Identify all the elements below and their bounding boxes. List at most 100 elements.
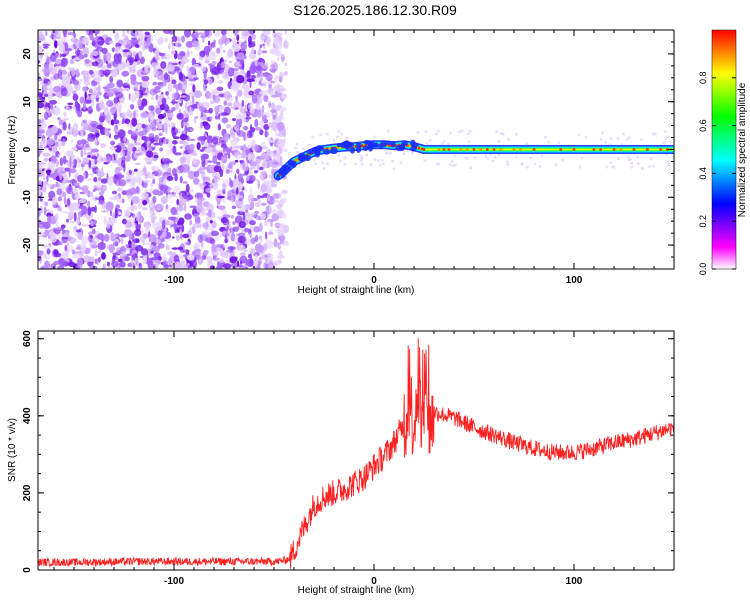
noise-blob xyxy=(216,86,224,92)
ridge-edge-blob xyxy=(378,143,383,149)
noise-blob xyxy=(118,179,127,187)
noise-blob xyxy=(76,218,81,225)
ridge-edge-blob xyxy=(298,153,303,160)
noise-blob xyxy=(240,41,247,51)
noise-blob xyxy=(97,257,101,263)
noise-blob xyxy=(152,196,157,204)
faint-blob xyxy=(491,159,495,163)
noise-blob xyxy=(249,80,252,89)
noise-blob xyxy=(101,167,104,177)
noise-blob xyxy=(99,143,107,149)
noise-blob xyxy=(81,165,84,172)
snr-y-tick-label: 0 xyxy=(22,567,33,573)
noise-blob xyxy=(204,30,210,37)
faint-blob xyxy=(666,135,670,139)
noise-blob xyxy=(99,157,106,162)
noise-blob xyxy=(278,212,287,219)
noise-blob xyxy=(220,208,228,217)
noise-blob xyxy=(280,223,285,228)
noise-blob xyxy=(111,260,119,268)
noise-blob xyxy=(185,242,191,245)
noise-blob xyxy=(106,99,114,108)
faint-blob xyxy=(336,135,340,139)
noise-blob xyxy=(89,173,94,176)
faint-blob xyxy=(663,130,667,134)
noise-blob xyxy=(194,32,200,37)
noise-blob xyxy=(241,32,245,36)
noise-blob xyxy=(62,49,66,54)
faint-blob xyxy=(325,162,329,166)
noise-blob xyxy=(266,150,274,157)
faint-blob xyxy=(360,162,364,166)
noise-blob xyxy=(134,229,142,237)
noise-blob xyxy=(226,123,231,129)
noise-blob xyxy=(166,64,175,72)
noise-blob xyxy=(192,84,196,93)
noise-blob xyxy=(242,212,246,222)
noise-blob xyxy=(136,238,140,243)
noise-blob xyxy=(54,105,57,109)
noise-blob xyxy=(191,225,196,235)
noise-blob xyxy=(227,246,236,251)
ridge-edge-blob xyxy=(410,139,416,148)
noise-blob xyxy=(272,33,279,38)
noise-blob xyxy=(246,130,253,139)
noise-blob xyxy=(141,180,148,189)
noise-blob xyxy=(238,197,244,202)
ridge-peak-dot xyxy=(592,148,596,151)
noise-blob xyxy=(35,222,38,228)
noise-blob xyxy=(50,109,55,115)
noise-blob xyxy=(267,140,276,143)
ridge-edge-blob xyxy=(355,145,362,153)
noise-blob xyxy=(281,191,289,195)
noise-blob xyxy=(236,41,239,45)
noise-blob xyxy=(278,131,285,138)
noise-blob xyxy=(245,110,251,117)
noise-blob xyxy=(170,147,173,154)
snr-x-axis-label: Height of straight line (km) xyxy=(298,585,415,596)
noise-blob xyxy=(46,138,54,147)
noise-blob xyxy=(60,87,68,97)
noise-blob xyxy=(179,146,183,149)
faint-blob xyxy=(506,163,510,167)
noise-blob xyxy=(150,165,160,172)
faint-blob xyxy=(630,165,634,169)
noise-blob xyxy=(62,155,67,165)
noise-blob xyxy=(220,143,223,148)
noise-blob xyxy=(200,121,203,129)
noise-blob xyxy=(59,53,62,58)
noise-blob xyxy=(142,199,148,206)
faint-blob xyxy=(448,163,452,167)
ridge-peak-dot xyxy=(447,148,451,151)
noise-blob xyxy=(53,85,61,93)
noise-blob xyxy=(96,152,100,157)
noise-blob xyxy=(150,257,159,261)
noise-blob xyxy=(236,129,245,137)
noise-blob xyxy=(79,96,85,104)
noise-blob xyxy=(56,188,63,196)
noise-blob xyxy=(167,83,172,93)
noise-blob xyxy=(169,190,172,196)
snr-y-tick-label: 200 xyxy=(22,484,33,501)
faint-blob xyxy=(453,154,457,158)
noise-blob xyxy=(65,105,69,110)
noise-blob xyxy=(257,106,263,110)
noise-blob xyxy=(70,139,74,144)
faint-blob xyxy=(319,133,323,137)
noise-blob xyxy=(123,136,127,142)
noise-blob xyxy=(251,145,254,151)
faint-blob xyxy=(617,157,621,161)
snr-frame xyxy=(37,330,675,571)
noise-blob xyxy=(144,64,149,73)
noise-blob xyxy=(127,129,133,135)
noise-blob xyxy=(39,56,42,63)
noise-blob xyxy=(90,153,97,157)
faint-blob xyxy=(343,156,347,160)
ridge-edge-blob xyxy=(362,145,369,152)
noise-blob xyxy=(236,118,243,127)
noise-blob xyxy=(98,177,102,181)
noise-blob xyxy=(42,152,51,157)
noise-blob xyxy=(39,221,47,225)
noise-blob xyxy=(157,122,163,130)
